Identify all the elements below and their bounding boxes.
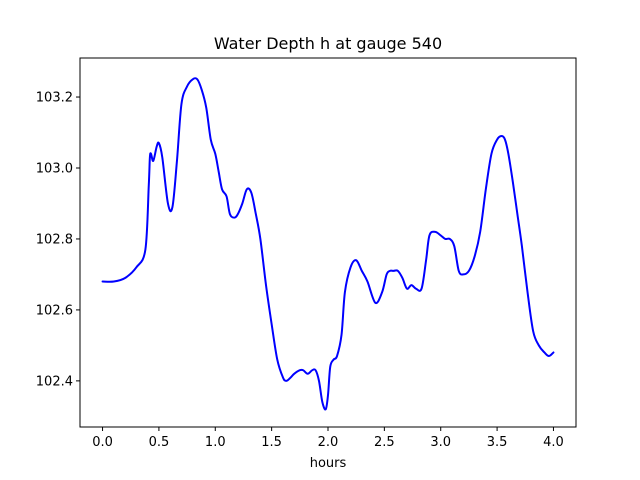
y-tick-label: 102.8 — [36, 232, 73, 247]
x-tick-label: 1.0 — [205, 435, 226, 450]
x-axis-label: hours — [310, 456, 347, 471]
x-tick-label: 2.0 — [318, 435, 339, 450]
series-line-0 — [101, 77, 555, 411]
x-axis: 0.0 0.5 1.0 1.5 2.0 2.5 3.0 3.5 4.0 — [92, 427, 564, 450]
x-tick-label: 0.0 — [92, 435, 113, 450]
y-tick-label: 102.6 — [36, 303, 73, 318]
y-tick-label: 102.4 — [36, 374, 73, 389]
y-tick-label: 103.0 — [36, 161, 73, 176]
x-tick-label: 2.5 — [374, 435, 395, 450]
x-tick-label: 0.5 — [149, 435, 170, 450]
y-tick-label: 103.2 — [36, 91, 73, 106]
x-tick-label: 1.5 — [261, 435, 282, 450]
x-tick-label: 3.5 — [487, 435, 508, 450]
chart-title: Water Depth h at gauge 540 — [214, 34, 442, 53]
y-axis: 102.4 102.6 102.8 103.0 103.2 — [36, 91, 80, 389]
x-tick-label: 3.0 — [430, 435, 451, 450]
x-tick-label: 4.0 — [543, 435, 564, 450]
